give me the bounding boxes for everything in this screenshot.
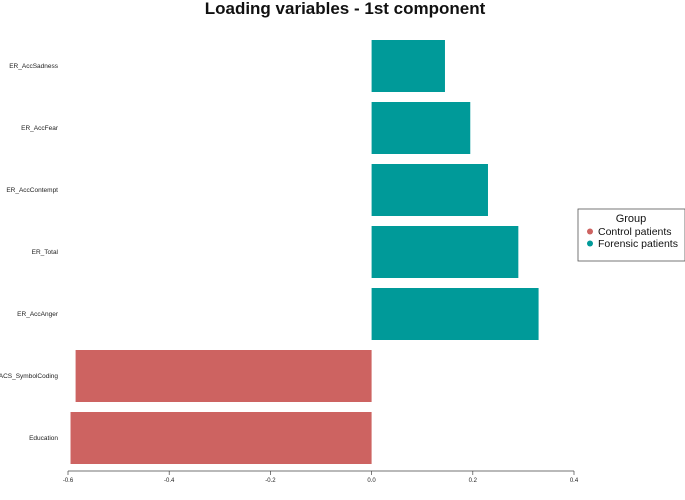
legend-swatch-control-patients bbox=[587, 228, 593, 235]
category-label-bacs-symbolcoding: BACS_SymbolCoding bbox=[0, 373, 58, 380]
bars-group bbox=[70, 40, 539, 464]
bar-er-acccontempt bbox=[371, 164, 488, 216]
x-axis: -0.6 -0.4 -0.2 0.0 0.2 0.4 bbox=[63, 470, 579, 484]
x-tick-label: 0.0 bbox=[367, 478, 376, 484]
bar-er-accanger bbox=[371, 288, 539, 340]
legend-label-control-patients: Control patients bbox=[598, 226, 672, 238]
category-label-er-accanger: ER_AccAnger bbox=[17, 311, 59, 318]
bar-er-accsadness bbox=[371, 40, 445, 92]
legend-box bbox=[577, 208, 685, 262]
bar-er-accfear bbox=[371, 102, 471, 154]
category-label-er-total: ER_Total bbox=[32, 249, 59, 256]
bar-bacs-symbolcoding bbox=[75, 350, 372, 402]
x-tick-label: -0.4 bbox=[164, 478, 175, 484]
legend-swatch-forensic-patients bbox=[587, 240, 593, 247]
bar-education bbox=[70, 412, 372, 464]
legend-title: Group bbox=[616, 213, 647, 225]
x-tick-label: 0.4 bbox=[570, 478, 579, 484]
bar-er-total bbox=[371, 226, 519, 278]
category-label-er-accfear: ER_AccFear bbox=[21, 125, 59, 132]
category-labels: ER_AccSadness ER_AccFear ER_AccContempt ER_… bbox=[0, 63, 59, 442]
x-tick-label: -0.6 bbox=[63, 478, 74, 484]
category-label-er-acccontempt: ER_AccContempt bbox=[6, 187, 58, 194]
category-label-education: Education bbox=[29, 435, 58, 442]
x-tick-label: 0.2 bbox=[469, 478, 478, 484]
x-tick-label: -0.2 bbox=[265, 478, 276, 484]
category-label-er-accsadness: ER_AccSadness bbox=[9, 63, 59, 70]
legend-label-forensic-patients: Forensic patients bbox=[598, 238, 678, 250]
chart-title: Loading variables - 1st component bbox=[205, 0, 486, 18]
